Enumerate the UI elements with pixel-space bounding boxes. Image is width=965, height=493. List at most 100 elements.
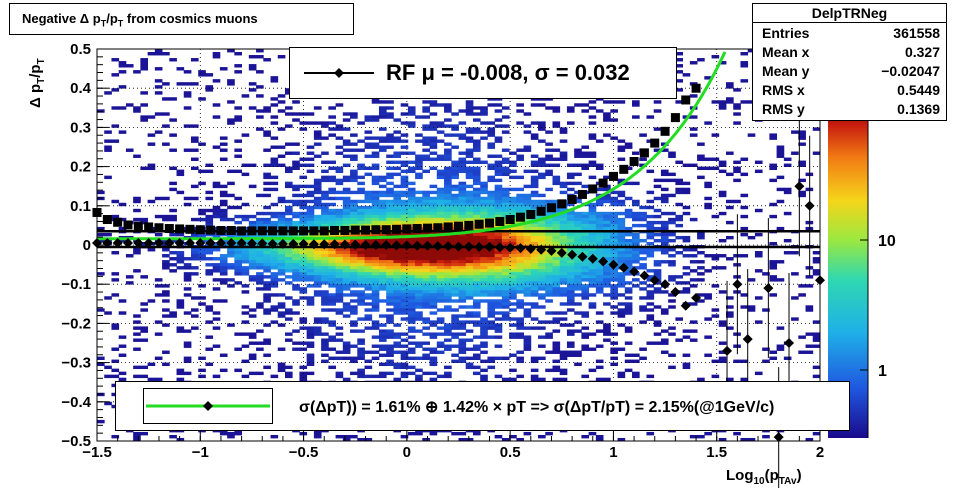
heatmap-cell: [212, 214, 221, 219]
mean-marker: [629, 266, 640, 277]
heatmap-cell: [350, 115, 358, 119]
heatmap-cell: [530, 251, 539, 255]
heatmap-cell: [530, 235, 539, 240]
heatmap-cell: [646, 317, 655, 321]
heatmap-cell: [574, 272, 582, 276]
heatmap-cell: [545, 238, 553, 243]
heatmap-cell: [263, 181, 271, 186]
heatmap-cell: [313, 205, 322, 210]
heatmap-cell: [740, 157, 749, 161]
heatmap-cell: [697, 278, 705, 282]
heatmap-cell: [371, 154, 380, 158]
heatmap-cell: [429, 269, 438, 273]
heatmap-cell: [198, 142, 206, 146]
heatmap-cell: [480, 374, 488, 379]
heatmap-cell: [227, 82, 235, 86]
heatmap-cell: [400, 317, 409, 321]
heatmap-cell: [436, 308, 445, 312]
heatmap-cell: [726, 296, 734, 300]
heatmap-cell: [263, 293, 271, 297]
heatmap-cell: [321, 290, 329, 294]
heatmap-cell: [219, 193, 228, 198]
heatmap-cell: [697, 266, 705, 270]
heatmap-cell: [407, 124, 416, 128]
heatmap-cell: [357, 299, 365, 303]
heatmap-cell: [277, 272, 286, 276]
heatmap-cell: [530, 275, 539, 279]
heatmap-cell: [321, 272, 329, 276]
heatmap-cell: [415, 217, 423, 222]
heatmap-cell: [595, 163, 604, 167]
heatmap-cell: [516, 374, 524, 379]
heatmap-cell: [718, 356, 727, 360]
heatmap-cell: [704, 196, 712, 201]
heatmap-cell: [248, 260, 257, 264]
heatmap-cell: [284, 220, 293, 225]
heatmap-cell: [241, 269, 250, 273]
heatmap-cell: [472, 160, 481, 164]
heatmap-cell: [270, 308, 279, 312]
heatmap-cell: [371, 202, 380, 207]
heatmap-cell: [444, 211, 452, 216]
heatmap-cell: [371, 299, 380, 303]
heatmap-cell: [364, 196, 373, 201]
heatmap-cell: [415, 154, 423, 158]
heatmap-cell: [704, 181, 712, 186]
heatmap-cell: [494, 160, 503, 164]
heatmap-cell: [458, 151, 467, 155]
heatmap-cell: [436, 374, 445, 379]
heatmap-cell: [595, 284, 604, 288]
heatmap-cell: [812, 257, 821, 261]
heatmap-cell: [436, 202, 445, 207]
heatmap-cell: [552, 317, 561, 321]
heatmap-cell: [436, 139, 445, 143]
heatmap-cell: [538, 121, 546, 125]
heatmap-cell: [682, 335, 691, 339]
heatmap-cell: [559, 356, 568, 360]
heatmap-cell: [516, 220, 524, 225]
heatmap-cell: [97, 226, 105, 231]
heatmap-cell: [595, 235, 604, 240]
heatmap-cell: [335, 275, 344, 279]
heatmap-cell: [205, 305, 214, 309]
heatmap-cell: [277, 314, 286, 318]
heatmap-cell: [458, 344, 467, 348]
heatmap-cell: [812, 374, 821, 379]
heatmap-cell: [523, 335, 532, 339]
heatmap-cell: [769, 260, 778, 264]
heatmap-cell: [299, 217, 308, 222]
heatmap-cell: [270, 79, 279, 83]
x-tick-label: 1.5: [706, 444, 727, 461]
heatmap-cell: [436, 169, 445, 174]
heatmap-cell: [407, 181, 416, 186]
heatmap-cell: [335, 293, 344, 297]
heatmap-cell: [689, 302, 698, 306]
heatmap-cell: [552, 287, 561, 291]
heatmap-cell: [632, 251, 640, 255]
heatmap-cell: [154, 293, 163, 297]
heatmap-cell: [162, 350, 170, 354]
heatmap-cell: [198, 284, 206, 288]
heatmap-cell: [212, 211, 221, 216]
heatmap-cell: [176, 437, 185, 442]
heatmap-cell: [538, 238, 546, 243]
heatmap-cell: [545, 199, 553, 204]
heatmap-cell: [436, 190, 445, 195]
heatmap-cell: [776, 347, 785, 351]
heatmap-cell: [530, 232, 539, 237]
heatmap-cell: [588, 248, 597, 252]
heatmap-cell: [509, 332, 517, 336]
heatmap-cell: [335, 290, 344, 294]
heatmap-cell: [472, 217, 481, 222]
heatmap-cell: [364, 287, 373, 291]
heatmap-cell: [718, 193, 727, 198]
heatmap-cell: [545, 284, 553, 288]
heatmap-cell: [422, 154, 430, 158]
title-box: Negative Δ pT/pT from cosmics muons: [9, 3, 354, 35]
heatmap-cell: [487, 154, 496, 158]
heatmap-cell: [162, 196, 170, 201]
heatmap-cell: [140, 326, 149, 330]
heatmap-cell: [610, 136, 618, 140]
heatmap-cell: [617, 260, 626, 264]
heatmap-cell: [342, 118, 351, 122]
